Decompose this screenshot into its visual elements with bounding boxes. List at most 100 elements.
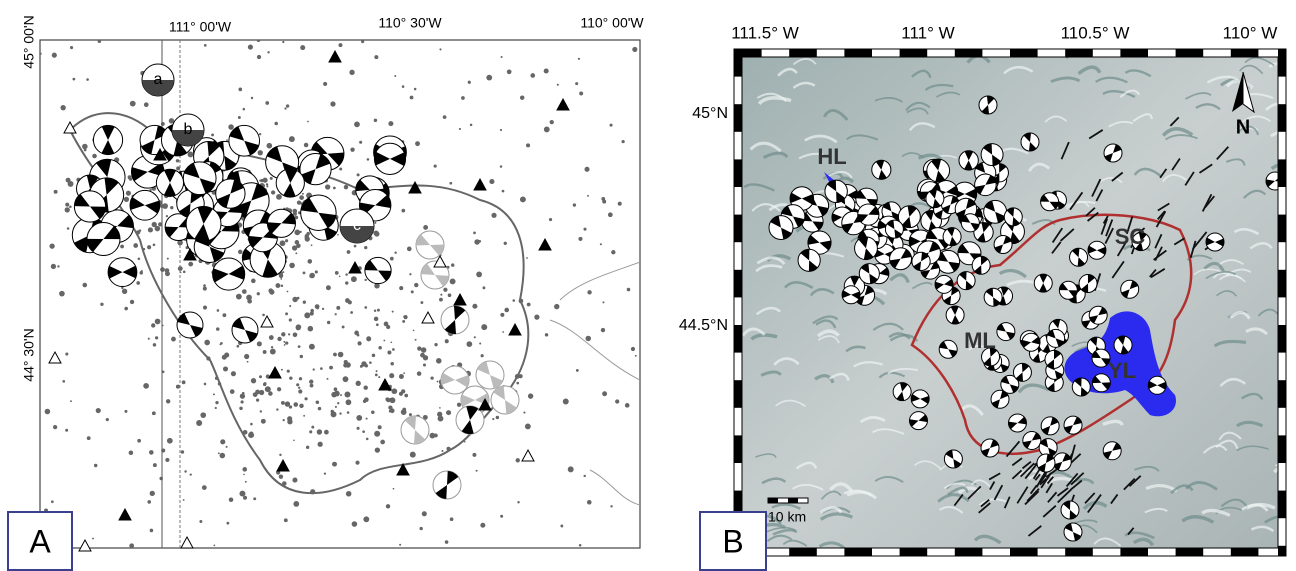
epicenter	[285, 312, 288, 315]
epicenter	[445, 339, 449, 343]
epicenter	[295, 240, 300, 245]
epicenter	[496, 416, 499, 419]
beachball	[1008, 414, 1026, 432]
epicenter	[248, 432, 254, 438]
epicenter	[345, 362, 350, 367]
epicenter	[53, 425, 57, 429]
beachball	[994, 235, 1012, 253]
epicenter	[166, 215, 168, 217]
epicenter	[69, 206, 72, 209]
beachball	[232, 317, 258, 343]
epicenter	[251, 279, 256, 284]
epicenter	[347, 411, 350, 414]
epicenter	[282, 41, 284, 43]
epicenter	[12, 223, 16, 227]
epicenter	[472, 453, 476, 457]
epicenter	[362, 430, 365, 433]
epicenter	[308, 326, 314, 332]
beachball	[1021, 133, 1039, 151]
epicenter	[70, 400, 72, 402]
epicenter	[340, 394, 342, 396]
epicenter	[504, 242, 507, 245]
epicenter	[283, 419, 285, 421]
epicenter	[299, 195, 304, 200]
frame-segment	[844, 49, 872, 57]
epicenter	[369, 361, 372, 364]
epicenter	[530, 73, 535, 78]
beachball	[975, 174, 997, 196]
epicenter	[474, 336, 476, 338]
epicenter	[315, 270, 318, 273]
epicenter	[231, 371, 236, 376]
epicenter	[480, 523, 485, 528]
frame-segment	[734, 435, 742, 463]
epicenter	[446, 410, 451, 415]
epicenter	[355, 461, 359, 465]
epicenter	[66, 178, 71, 183]
epicenter	[149, 450, 154, 455]
frame-segment	[1065, 548, 1093, 556]
beachball	[1064, 416, 1082, 434]
beachball	[909, 412, 927, 430]
epicenter	[310, 384, 314, 388]
epicenter	[322, 308, 324, 310]
beachball	[183, 162, 216, 195]
epicenter	[602, 200, 606, 204]
epicenter	[165, 458, 169, 462]
beachball	[87, 223, 120, 256]
epicenter	[445, 540, 449, 544]
epicenter	[258, 150, 263, 155]
beachball	[1061, 501, 1079, 519]
epicenter	[587, 290, 591, 294]
epicenter	[434, 343, 437, 346]
epicenter	[389, 373, 394, 378]
epicenter	[289, 376, 292, 379]
epicenter	[492, 418, 494, 420]
epicenter	[610, 505, 612, 507]
epicenter	[528, 393, 533, 398]
epicenter	[226, 139, 228, 141]
epicenter	[302, 193, 304, 195]
epicenter	[165, 271, 170, 276]
epicenter	[106, 418, 109, 421]
epicenter	[122, 289, 127, 294]
scale-bar	[768, 498, 808, 503]
beachball	[74, 191, 105, 222]
epicenter	[520, 196, 526, 202]
epicenter	[534, 314, 539, 319]
epicenter	[52, 53, 57, 58]
epicenter	[265, 386, 271, 392]
epicenter	[587, 500, 592, 505]
epicenter	[247, 299, 252, 304]
epicenter	[401, 209, 405, 213]
lat-label: 44.5°N	[679, 317, 728, 334]
epicenter	[399, 286, 403, 290]
epicenter	[60, 105, 65, 110]
epicenter	[527, 303, 531, 307]
epicenter	[217, 309, 220, 312]
epicenter	[390, 362, 393, 365]
epicenter	[413, 330, 415, 332]
lon-label: 110° 00'W	[580, 15, 644, 31]
beachball	[911, 390, 929, 408]
beachball	[1064, 523, 1082, 541]
epicenter	[403, 372, 405, 374]
epicenter	[401, 409, 407, 415]
beachball	[374, 143, 405, 174]
epicenter	[130, 101, 136, 107]
epicenter	[204, 44, 207, 47]
epicenter	[350, 147, 354, 151]
epicenter	[251, 97, 253, 99]
beachball	[1045, 350, 1063, 368]
epicenter	[283, 341, 285, 343]
beachball	[365, 257, 391, 283]
epicenter	[526, 257, 528, 259]
epicenter	[151, 323, 155, 327]
epicenter	[289, 305, 291, 307]
epicenter	[92, 538, 94, 540]
epicenter	[176, 385, 180, 389]
epicenter	[367, 158, 370, 161]
epicenter	[486, 75, 492, 81]
epicenter	[327, 378, 329, 380]
epicenter	[392, 388, 398, 394]
